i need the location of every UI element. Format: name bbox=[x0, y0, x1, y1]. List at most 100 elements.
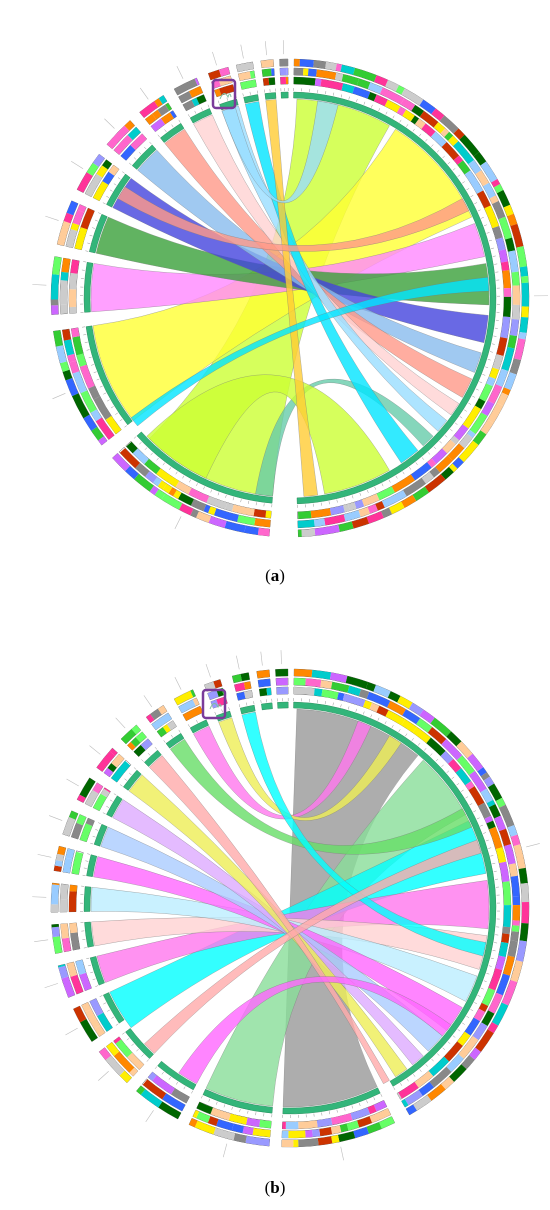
chord-ribbon bbox=[164, 129, 472, 398]
track-block bbox=[459, 134, 480, 157]
segment-band bbox=[282, 1087, 381, 1115]
track-block bbox=[146, 714, 155, 723]
track-block bbox=[337, 692, 345, 701]
tick-mark bbox=[249, 91, 251, 95]
track-block bbox=[416, 718, 433, 733]
chord-ribbon bbox=[193, 114, 459, 416]
segments bbox=[32, 650, 540, 1161]
track-block bbox=[456, 755, 475, 776]
tick-mark bbox=[90, 842, 94, 845]
track-block bbox=[493, 184, 504, 194]
track-block bbox=[74, 227, 88, 250]
track-block bbox=[106, 125, 130, 149]
track-block bbox=[410, 115, 420, 125]
track-block bbox=[275, 678, 288, 686]
tick-mark bbox=[194, 110, 197, 114]
tick-mark bbox=[392, 115, 395, 119]
track-block bbox=[208, 69, 222, 80]
track-block bbox=[102, 171, 115, 185]
track-block bbox=[313, 60, 327, 69]
tick-mark bbox=[85, 250, 89, 252]
track-block bbox=[208, 516, 227, 528]
tick-mark bbox=[351, 1105, 353, 1109]
tick-mark bbox=[457, 174, 461, 177]
track-block bbox=[246, 1117, 261, 1127]
segment-band bbox=[84, 921, 94, 948]
track-block bbox=[512, 285, 520, 305]
track-block bbox=[73, 1006, 87, 1023]
tick-mark bbox=[133, 157, 137, 160]
track-block bbox=[503, 955, 515, 976]
track-block bbox=[57, 846, 66, 856]
track-block bbox=[373, 94, 388, 107]
tick-mark bbox=[214, 711, 217, 715]
tick-mark bbox=[217, 100, 220, 104]
track-block bbox=[214, 88, 222, 97]
track-block bbox=[86, 162, 99, 176]
track-block bbox=[276, 687, 289, 695]
tick-mark bbox=[430, 753, 433, 756]
track-block bbox=[142, 1079, 167, 1100]
chord-ribbon bbox=[130, 277, 490, 427]
tick-mark bbox=[356, 99, 358, 102]
track-block bbox=[62, 817, 76, 837]
track-block bbox=[265, 510, 272, 519]
track-block bbox=[313, 518, 326, 527]
track-block bbox=[111, 760, 131, 783]
chord-ribbon bbox=[112, 799, 424, 1066]
track-block bbox=[519, 923, 529, 942]
tick-mark bbox=[109, 799, 113, 802]
track-block bbox=[188, 488, 210, 503]
tick-mark bbox=[452, 1035, 456, 1038]
track-block bbox=[80, 208, 95, 230]
tick-mark bbox=[377, 717, 380, 721]
track-block bbox=[60, 883, 69, 900]
tick-mark bbox=[126, 1038, 130, 1041]
track-block bbox=[178, 503, 194, 516]
track-block bbox=[107, 763, 117, 773]
track-block bbox=[162, 483, 173, 494]
track-block bbox=[134, 473, 154, 492]
track-block bbox=[263, 78, 270, 86]
tick-mark bbox=[146, 1059, 149, 1062]
chord-ribbon bbox=[137, 149, 482, 373]
track-block bbox=[190, 689, 196, 698]
track-block bbox=[252, 1128, 271, 1138]
tick-mark bbox=[480, 987, 484, 990]
tick-mark bbox=[228, 707, 230, 711]
tick-mark bbox=[325, 91, 327, 95]
track-block bbox=[410, 462, 432, 481]
track-block bbox=[51, 926, 60, 938]
track-block bbox=[433, 122, 446, 134]
track-block bbox=[385, 710, 406, 726]
track-block bbox=[111, 754, 125, 768]
track-block bbox=[69, 884, 78, 892]
track-block bbox=[62, 857, 73, 874]
track-block bbox=[356, 78, 371, 90]
track-block bbox=[519, 266, 528, 277]
tick-mark bbox=[149, 141, 152, 145]
track-block bbox=[475, 170, 490, 187]
chord-ribbon bbox=[100, 826, 443, 1052]
segment-label-mark bbox=[49, 815, 63, 821]
track-block bbox=[62, 937, 72, 952]
track-block bbox=[79, 823, 93, 842]
track-block bbox=[285, 1121, 299, 1129]
tick-mark bbox=[441, 764, 444, 768]
track-block bbox=[472, 430, 487, 446]
tick-mark bbox=[487, 359, 491, 361]
tick-mark bbox=[183, 1086, 186, 1090]
track-block bbox=[369, 702, 380, 713]
tick-mark bbox=[470, 1009, 474, 1012]
track-block bbox=[488, 804, 501, 819]
track-block bbox=[293, 68, 304, 76]
chord-ribbon bbox=[90, 887, 478, 1002]
track-block bbox=[509, 358, 521, 375]
tick-mark bbox=[154, 747, 158, 750]
track-block bbox=[135, 731, 147, 743]
track-block bbox=[151, 712, 172, 730]
tick-mark bbox=[119, 784, 123, 787]
track-block bbox=[516, 246, 527, 268]
track-block bbox=[464, 170, 484, 194]
track-block bbox=[158, 1101, 182, 1120]
